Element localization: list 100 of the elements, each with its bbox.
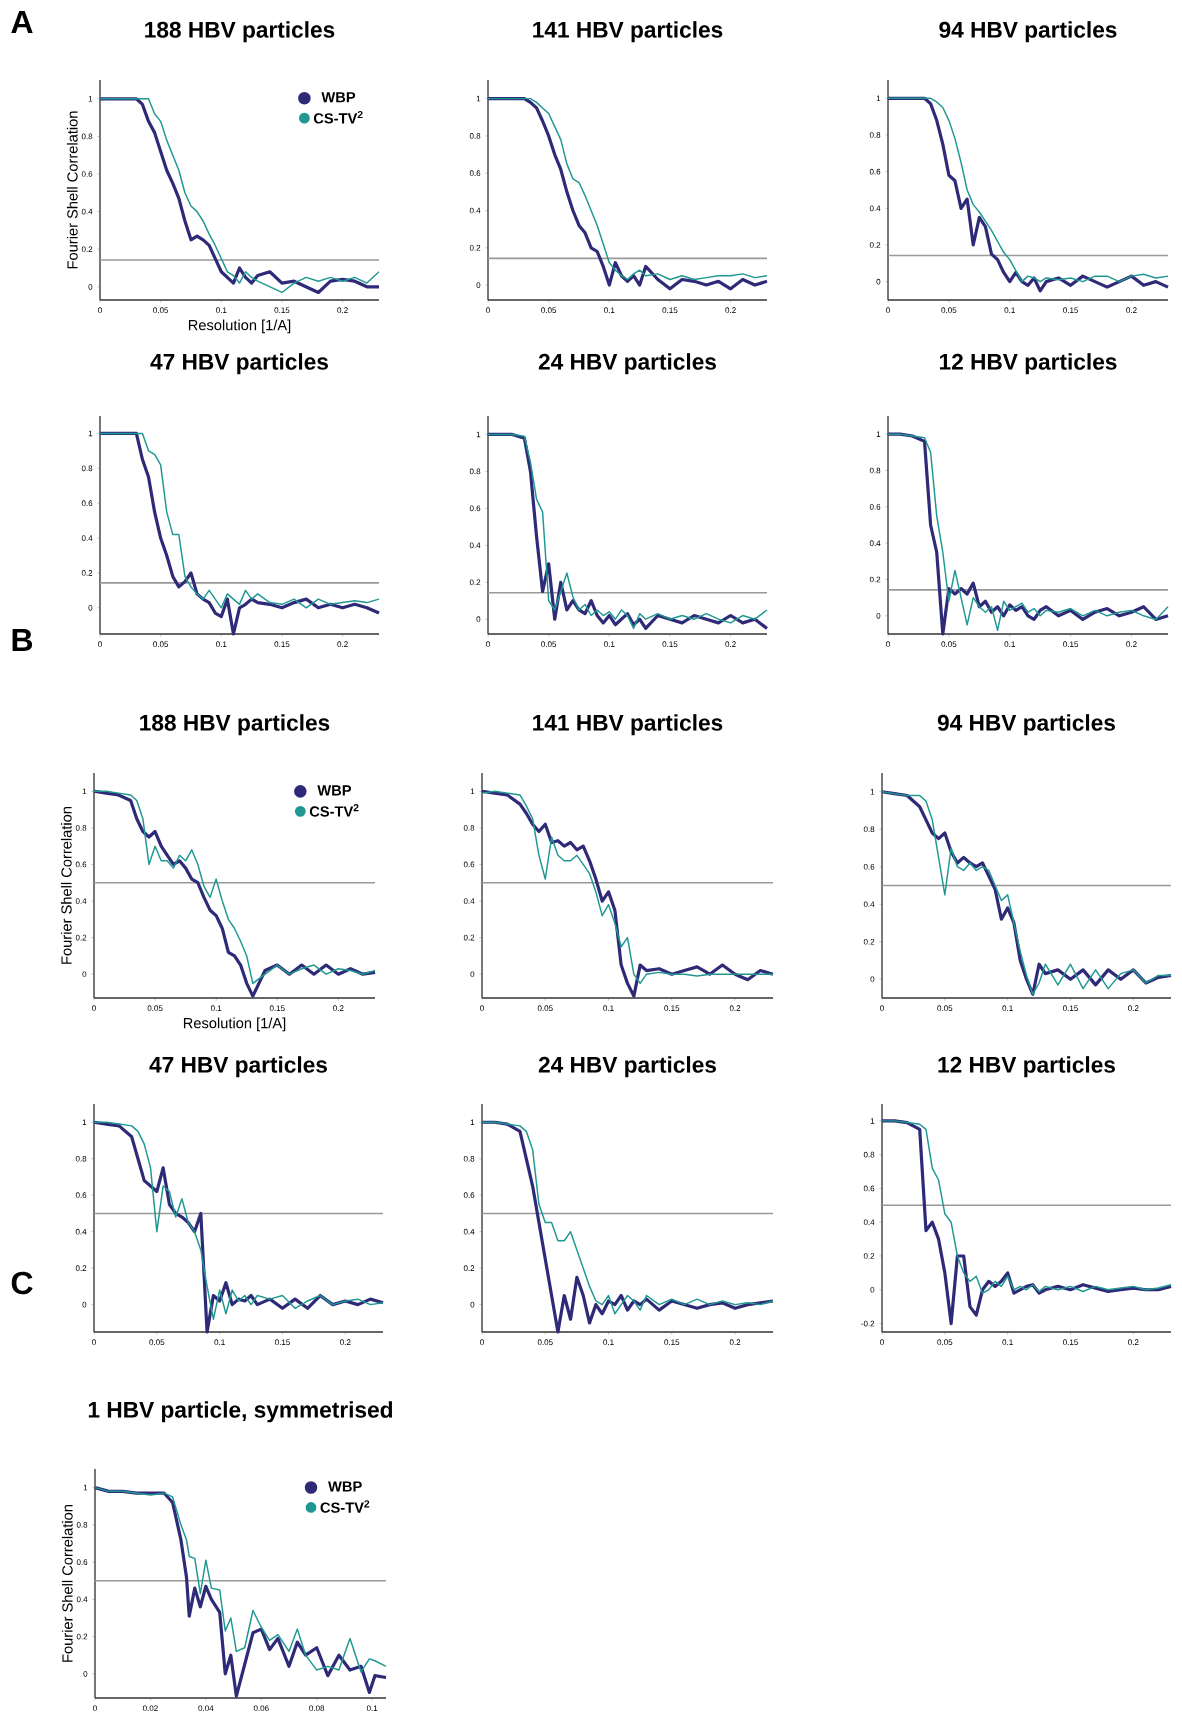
y-tick-label: 0.4 <box>463 898 475 904</box>
x-tick-label: 0 <box>886 641 890 648</box>
text: C <box>11 1271 33 1295</box>
x-axis-title: Resolution [1/A] <box>188 319 291 334</box>
x-tick-label: 0.15 <box>664 1339 680 1346</box>
x-tick-label: 0.15 <box>274 641 290 648</box>
y-tick-label: 0.4 <box>863 1219 875 1226</box>
y-tick-label: 1 <box>88 96 93 102</box>
y-tick-label: 0 <box>476 616 481 623</box>
x-tick-label: 0.2 <box>1128 1005 1139 1012</box>
y-tick-label: 0.4 <box>869 205 881 212</box>
y-tick-label: 1 <box>470 1119 475 1125</box>
x-tick-label: 0 <box>886 307 890 314</box>
y-tick-label: 1 <box>88 430 93 437</box>
x-tick-label: 0.05 <box>537 1339 553 1346</box>
y-tick-label: 0.4 <box>863 901 875 908</box>
x-tick-label: 0.1 <box>216 307 227 314</box>
x-tick-label: 0.15 <box>664 1005 680 1012</box>
y-tick-label: 0.4 <box>75 898 87 904</box>
x-tick-label: 0.1 <box>210 1005 222 1012</box>
y-tick-label: 1 <box>876 431 881 437</box>
x-tick-label: 0.1 <box>603 1005 614 1012</box>
y-tick-label: -0.2 <box>861 1320 875 1327</box>
x-tick-label: 0.2 <box>1126 307 1137 314</box>
y-tick-label: 0 <box>870 1286 875 1293</box>
x-tick-label: 0.1 <box>604 307 615 314</box>
y-tick-label: 1 <box>83 1484 88 1491</box>
y-tick-label: 0.6 <box>463 1192 475 1199</box>
x-tick-label: 0.05 <box>153 641 169 648</box>
chart-title: 47 HBV particles <box>149 1056 327 1078</box>
y-tick-label: 0.6 <box>863 863 875 870</box>
y-tick-label: 0 <box>870 976 875 983</box>
y-tick-label: 0.6 <box>81 171 93 177</box>
x-tick-label: 0.2 <box>1126 641 1137 648</box>
y-tick-label: 0.2 <box>81 570 93 576</box>
y-tick-label: 0 <box>470 971 475 978</box>
x-tick-label: 0.2 <box>340 1339 351 1346</box>
y-tick-label: 0.6 <box>869 168 881 175</box>
text: B <box>12 628 33 651</box>
x-tick-label: 0.1 <box>604 641 615 648</box>
x-tick-label: 0.1 <box>216 641 227 648</box>
x-tick-label: 0.05 <box>941 641 957 648</box>
y-tick-label: 0.6 <box>75 861 87 868</box>
chart-title: 1 HBV particle, symmetrised <box>88 1401 393 1423</box>
y-tick-label: 0.2 <box>76 1633 88 1640</box>
y-tick-label: 0.6 <box>76 1559 88 1565</box>
y-tick-label: 0 <box>470 1301 475 1308</box>
y-tick-label: 0 <box>82 971 87 978</box>
x-tick-label: 0.05 <box>153 307 169 314</box>
y-tick-label: 0.6 <box>463 861 475 868</box>
x-axis-title: Resolution [1/A] <box>183 1017 286 1032</box>
x-tick-label: 0.2 <box>337 307 348 314</box>
x-tick-label: 0 <box>486 641 490 648</box>
y-tick-label: 1 <box>82 1119 87 1125</box>
chart-title: 188 HBV particles <box>145 21 335 43</box>
x-tick-label: 0.1 <box>1004 641 1015 648</box>
y-tick-label: 0 <box>88 604 93 611</box>
legend-label: CS-TV$^{2}$ <box>313 110 363 124</box>
chart-title: 24 HBV particles <box>538 1056 716 1078</box>
y-tick-label: 0.2 <box>863 938 875 945</box>
chart-title: 94 HBV particles <box>939 21 1117 43</box>
x-tick-label: 0.15 <box>275 1339 290 1346</box>
y-tick-label: 0.8 <box>463 1155 475 1162</box>
y-tick-label: 1 <box>476 431 481 438</box>
y-tick-label: 0.8 <box>469 468 481 475</box>
y-tick-label: 0.2 <box>463 1265 475 1271</box>
y-tick-label: 0 <box>88 283 93 290</box>
x-tick-label: 0.05 <box>941 307 957 314</box>
y-tick-label: 1 <box>870 788 875 795</box>
y-tick-label: 0 <box>82 1301 87 1308</box>
x-tick-label: 0.15 <box>1063 1005 1078 1012</box>
text: A <box>11 10 33 33</box>
y-tick-label: 0.8 <box>76 1522 88 1528</box>
x-tick-label: 0.04 <box>198 1705 214 1712</box>
y-tick-label: 0.4 <box>81 535 93 541</box>
y-tick-label: 0.6 <box>869 503 881 510</box>
x-tick-label: 0.2 <box>333 1005 344 1012</box>
x-tick-label: 0.2 <box>725 307 736 314</box>
x-tick-label: 0.15 <box>662 641 678 648</box>
x-tick-label: 0.15 <box>1063 641 1079 648</box>
y-tick-label: 0.2 <box>469 579 481 586</box>
y-tick-label: 0.2 <box>75 934 87 941</box>
y-tick-label: 1 <box>82 788 87 795</box>
y-tick-label: 0.6 <box>469 505 481 512</box>
x-tick-label: 0.2 <box>337 641 348 648</box>
y-tick-label: 0 <box>83 1670 88 1677</box>
x-tick-label: 0.05 <box>537 1005 553 1012</box>
legend-label: CS-TV$^{2}$ <box>309 804 359 817</box>
x-tick-label: 0 <box>98 307 102 314</box>
y-tick-label: 0.4 <box>869 540 881 546</box>
y-tick-label: 0.2 <box>869 576 881 583</box>
legend-label: CS-TV$^{2}$ <box>320 1500 370 1513</box>
x-tick-label: 0.2 <box>729 1339 741 1346</box>
y-tick-label: 0 <box>876 612 881 619</box>
y-tick-label: 0.4 <box>76 1596 88 1603</box>
x-tick-label: 0.15 <box>1063 307 1079 314</box>
line-series <box>881 1120 1172 1294</box>
chart-title: 188 HBV particles <box>140 714 330 736</box>
chart-title: 12 HBV particles <box>938 1056 1115 1078</box>
x-tick-label: 0.15 <box>662 307 678 314</box>
